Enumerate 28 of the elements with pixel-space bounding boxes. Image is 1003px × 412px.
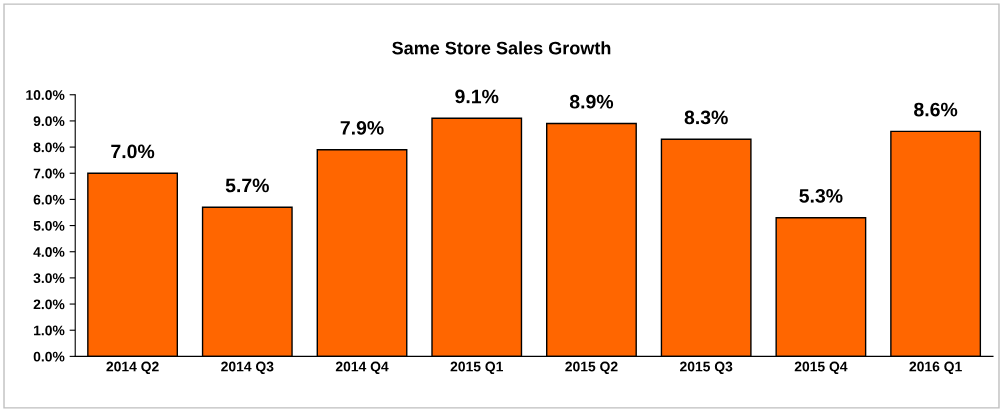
data-label: 5.3%	[799, 189, 843, 203]
x-tick-label: 2015 Q1	[450, 361, 503, 375]
y-tick-label: 1.0%	[34, 325, 65, 336]
data-label: 5.7%	[225, 178, 269, 193]
y-tick-label: 5.0%	[33, 220, 65, 231]
x-tick-label: 2015 Q2	[565, 361, 618, 375]
y-tick-label: 8.0%	[33, 142, 65, 153]
y-tick-label: 9.0%	[33, 116, 65, 127]
chart-title: Same Store Sales Growth	[392, 41, 611, 55]
data-label: 7.9%	[340, 120, 384, 135]
data-label: 7.0%	[111, 144, 155, 159]
y-tick-label: 4.0%	[33, 247, 65, 257]
x-tick-label: 2015 Q3	[680, 361, 733, 375]
y-tick-label: 10.0%	[26, 90, 65, 100]
x-tick-label: 2016 Q1	[909, 361, 962, 375]
data-label: 8.9%	[569, 94, 614, 109]
x-tick-label: 2014 Q4	[335, 361, 389, 375]
data-label: 8.3%	[684, 110, 728, 125]
y-tick-label: 6.0%	[33, 194, 65, 205]
y-tick-label: 2.0%	[33, 299, 65, 310]
data-label: 8.6%	[914, 102, 958, 117]
x-tick-label: 2015 Q4	[794, 361, 848, 375]
y-tick-label: 3.0%	[33, 273, 65, 284]
y-tick-label: 7.0%	[33, 168, 65, 179]
x-tick-label: 2014 Q2	[106, 361, 159, 375]
y-tick-label: 0.0%	[33, 351, 65, 362]
data-label: 9.1%	[455, 89, 499, 104]
x-tick-label: 2014 Q3	[221, 361, 274, 375]
